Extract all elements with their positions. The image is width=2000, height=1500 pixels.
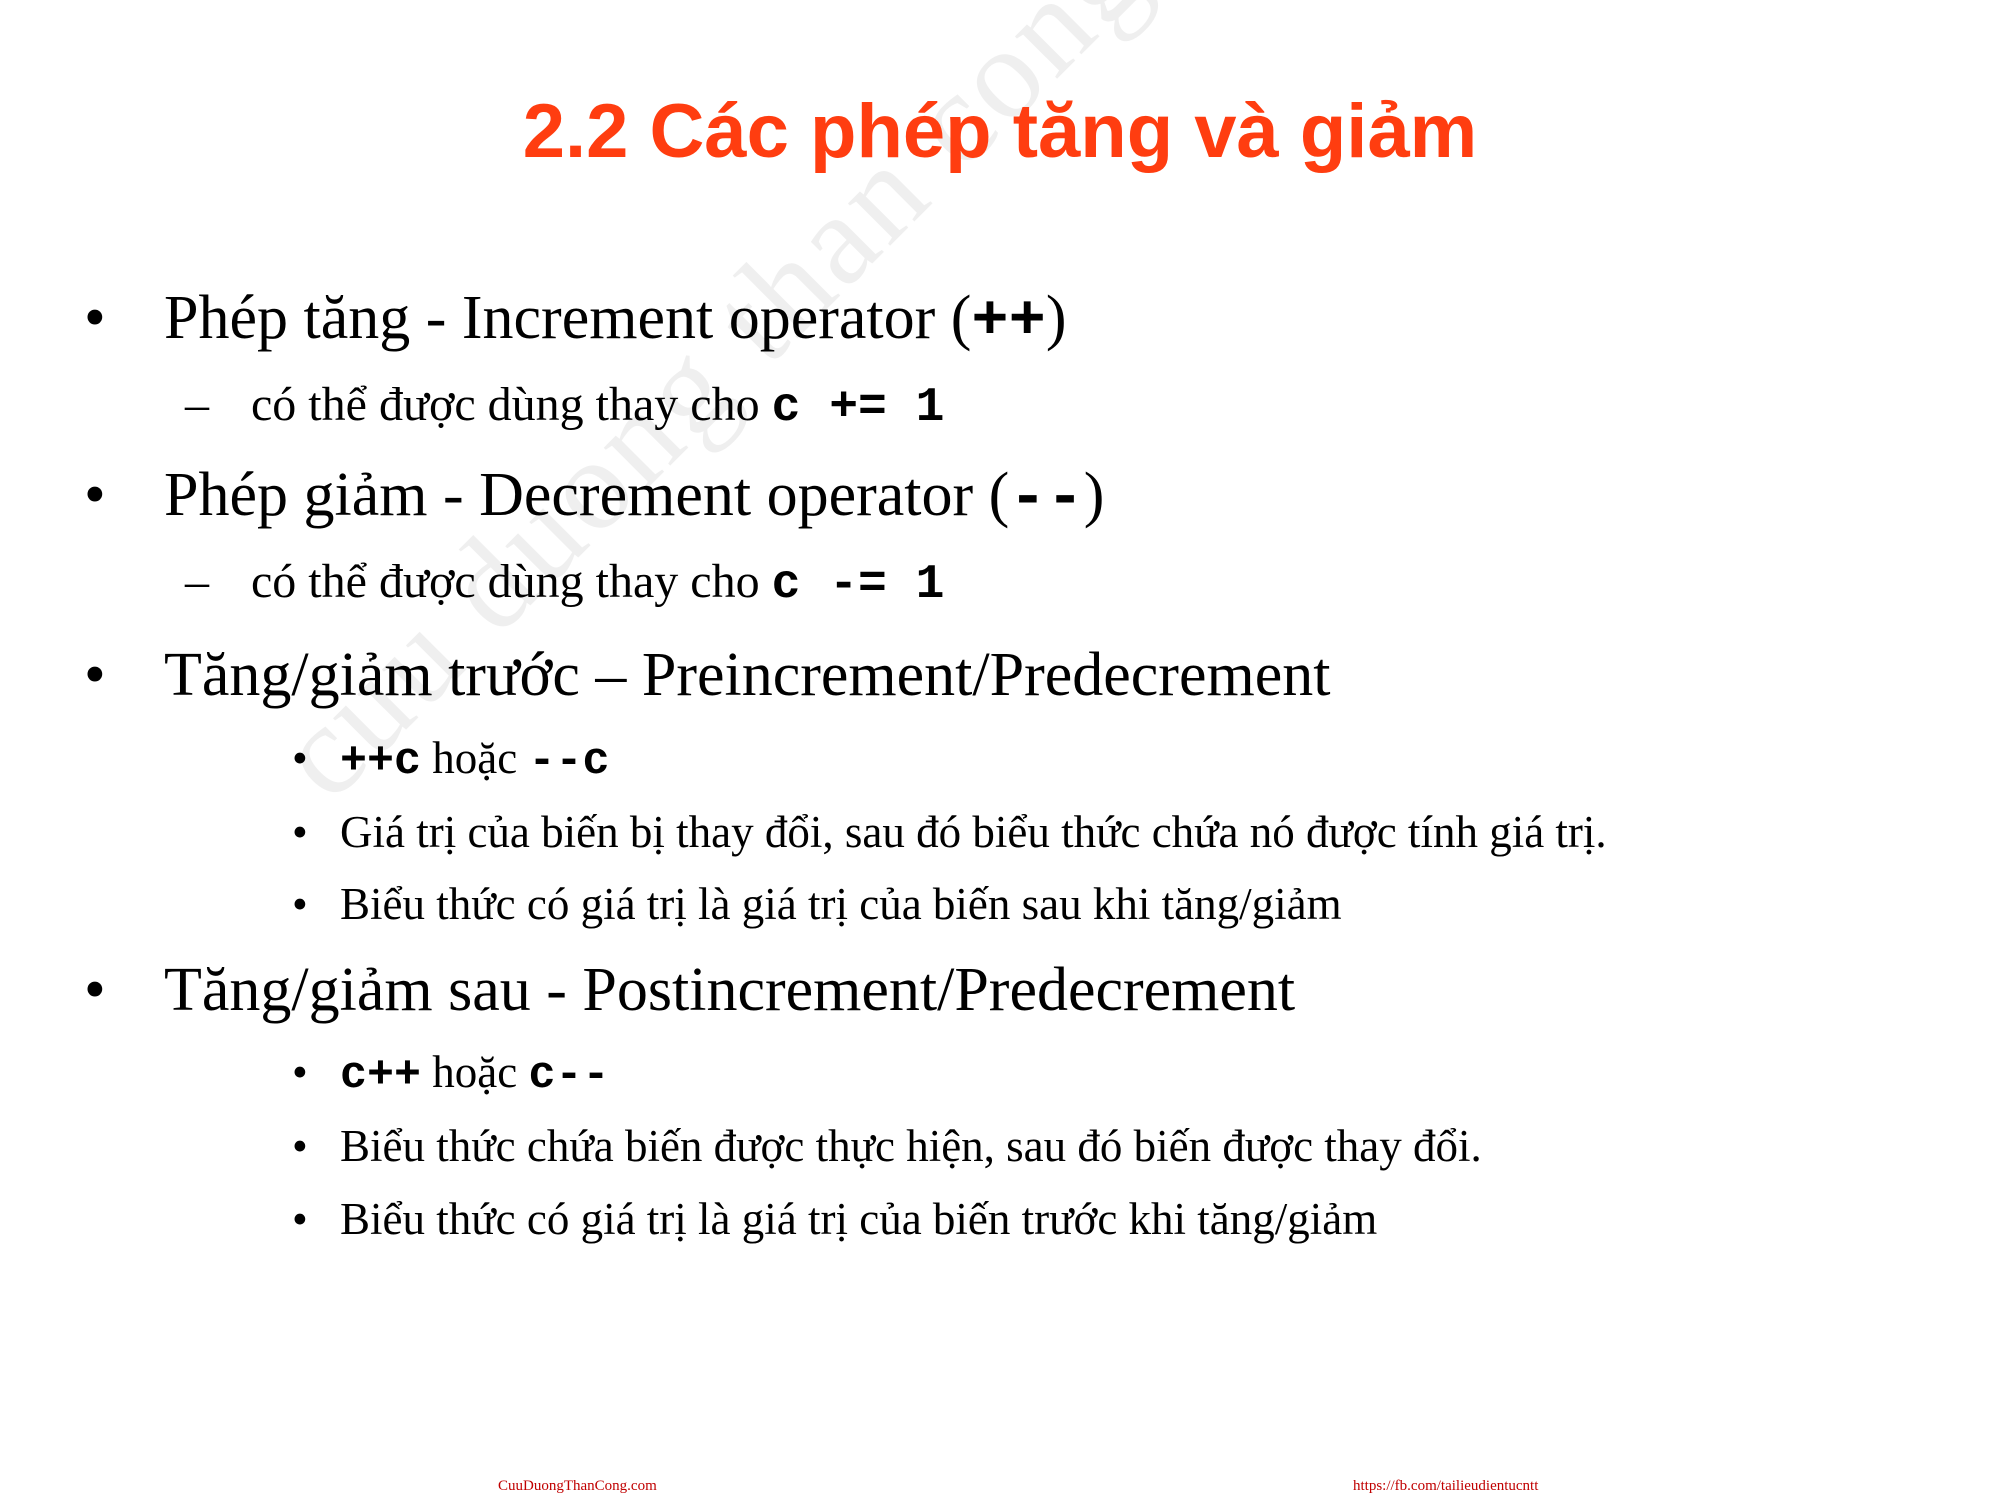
bullet-marker: • bbox=[292, 1047, 308, 1097]
code-post-inc: c++ bbox=[340, 1050, 422, 1101]
sub-bullet-text: Biểu thức có giá trị là giá trị của biến… bbox=[340, 1194, 1378, 1244]
bullet-marker: • bbox=[292, 1194, 308, 1244]
bullet-marker: • bbox=[292, 807, 308, 857]
bullet-marker: • bbox=[84, 956, 106, 1024]
dash-marker: – bbox=[185, 555, 209, 608]
sub-bullet-text: c++ hoặc c-- bbox=[340, 1047, 610, 1101]
footer-right-link[interactable]: https://fb.com/tailieudientucntt bbox=[1353, 1478, 1539, 1494]
bullet-text: Phép tăng - Increment operator (++) bbox=[164, 284, 1067, 357]
bullet-text: Tăng/giảm sau - Postincrement/Predecreme… bbox=[164, 956, 1296, 1024]
code-increment: ++ bbox=[971, 286, 1046, 357]
code-decrement: -- bbox=[1009, 463, 1084, 534]
sub-bullet-text: Giá trị của biến bị thay đổi, sau đó biể… bbox=[340, 807, 1607, 857]
bullet-marker: • bbox=[84, 461, 106, 529]
sub-bullet-text: có thể được dùng thay cho c += 1 bbox=[251, 378, 945, 435]
sub-bullet-text: có thể được dùng thay cho c -= 1 bbox=[251, 555, 945, 612]
code-minus-equals: c -= 1 bbox=[771, 558, 945, 612]
slide-title: 2.2 Các phép tăng và giảm bbox=[522, 89, 1478, 174]
sub-bullet-text: Biểu thức có giá trị là giá trị của biến… bbox=[340, 879, 1342, 929]
code-post-dec: c-- bbox=[528, 1050, 610, 1101]
bullet-marker: • bbox=[292, 879, 308, 929]
bullet-marker: • bbox=[292, 733, 308, 783]
bullet-marker: • bbox=[84, 284, 106, 352]
bullet-marker: • bbox=[84, 641, 106, 709]
code-pre-inc: ++c bbox=[340, 736, 422, 787]
footer-left-link[interactable]: CuuDuongThanCong.com bbox=[498, 1478, 657, 1494]
code-pre-dec: --c bbox=[528, 736, 610, 787]
bullet-text: Tăng/giảm trước – Preincrement/Predecrem… bbox=[164, 641, 1331, 709]
sub-bullet-text: Biểu thức chứa biến được thực hiện, sau … bbox=[340, 1121, 1482, 1171]
bullet-marker: • bbox=[292, 1121, 308, 1171]
sub-bullet-text: ++c hoặc --c bbox=[340, 733, 610, 787]
dash-marker: – bbox=[185, 378, 209, 431]
bullet-text: Phép giảm - Decrement operator (--) bbox=[164, 461, 1105, 534]
code-plus-equals: c += 1 bbox=[771, 381, 945, 435]
